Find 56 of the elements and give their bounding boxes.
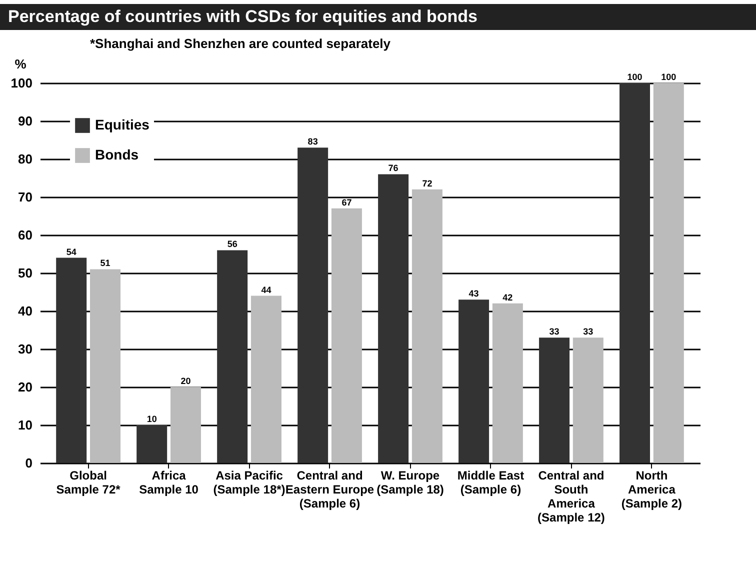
x-tick-label: Central and Eastern Europe (Sample 6) bbox=[285, 468, 374, 510]
bar bbox=[620, 83, 650, 463]
y-tick-label: 30 bbox=[18, 342, 32, 356]
data-label: 100 bbox=[627, 72, 642, 82]
x-tick-label: Asia Pacific (Sample 18*) bbox=[213, 468, 286, 496]
data-label: 67 bbox=[342, 197, 352, 208]
y-tick-label: 40 bbox=[18, 304, 32, 318]
legend-label: Equities bbox=[95, 116, 150, 132]
bar bbox=[653, 83, 684, 463]
y-tick-label: 60 bbox=[18, 228, 32, 242]
bar bbox=[492, 303, 523, 463]
bar bbox=[572, 338, 604, 463]
y-tick-label: 20 bbox=[18, 380, 32, 394]
data-label: 100 bbox=[661, 72, 676, 82]
bar bbox=[539, 338, 570, 463]
data-label: 42 bbox=[502, 292, 513, 302]
bar bbox=[458, 300, 490, 463]
bar bbox=[136, 425, 168, 463]
data-label: 72 bbox=[422, 178, 432, 188]
y-tick-label: 90 bbox=[18, 114, 32, 128]
bar bbox=[378, 174, 409, 463]
data-label: 10 bbox=[146, 414, 157, 424]
data-label: 51 bbox=[100, 258, 110, 268]
data-label: 43 bbox=[468, 288, 479, 299]
data-label: 54 bbox=[66, 246, 76, 257]
x-tick-label: Middle East (Sample 6) bbox=[457, 468, 524, 496]
y-tick-label: 0 bbox=[25, 456, 32, 470]
y-tick-label: 100 bbox=[10, 76, 32, 90]
data-label: 76 bbox=[388, 163, 398, 174]
x-tick-label: W. Europe (Sample 18) bbox=[376, 468, 444, 496]
bar bbox=[217, 250, 248, 463]
text: *Shanghai and Shenzhen are counted separately bbox=[90, 36, 391, 51]
bar bbox=[331, 208, 362, 463]
data-label: 20 bbox=[180, 376, 191, 386]
x-tick-label: Global Sample 72* bbox=[56, 468, 121, 496]
y-tick-label: 70 bbox=[18, 190, 32, 204]
chart-title: Percentage of countries with CSDs for equities and bonds bbox=[0, 4, 756, 30]
bar bbox=[170, 387, 201, 463]
bar bbox=[90, 269, 120, 463]
data-label: 44 bbox=[261, 284, 272, 295]
legend-label: Bonds bbox=[95, 146, 139, 162]
y-tick-label: 80 bbox=[18, 152, 32, 166]
bar bbox=[250, 296, 282, 463]
data-label: 33 bbox=[583, 326, 594, 337]
data-label: 33 bbox=[549, 326, 560, 337]
data-label: 83 bbox=[308, 136, 318, 147]
x-tick-label: North America (Sample 2) bbox=[621, 468, 682, 510]
x-tick-label: Africa Sample 10 bbox=[139, 468, 199, 496]
bar bbox=[412, 189, 442, 463]
y-tick-label: 50 bbox=[18, 266, 32, 280]
x-tick-label: Central and South America (Sample 12) bbox=[538, 468, 605, 524]
bar bbox=[56, 258, 87, 463]
data-label: 56 bbox=[227, 239, 238, 250]
y-axis-title: % bbox=[14, 56, 27, 72]
bar bbox=[298, 148, 328, 463]
y-tick-label: 10 bbox=[18, 418, 32, 432]
